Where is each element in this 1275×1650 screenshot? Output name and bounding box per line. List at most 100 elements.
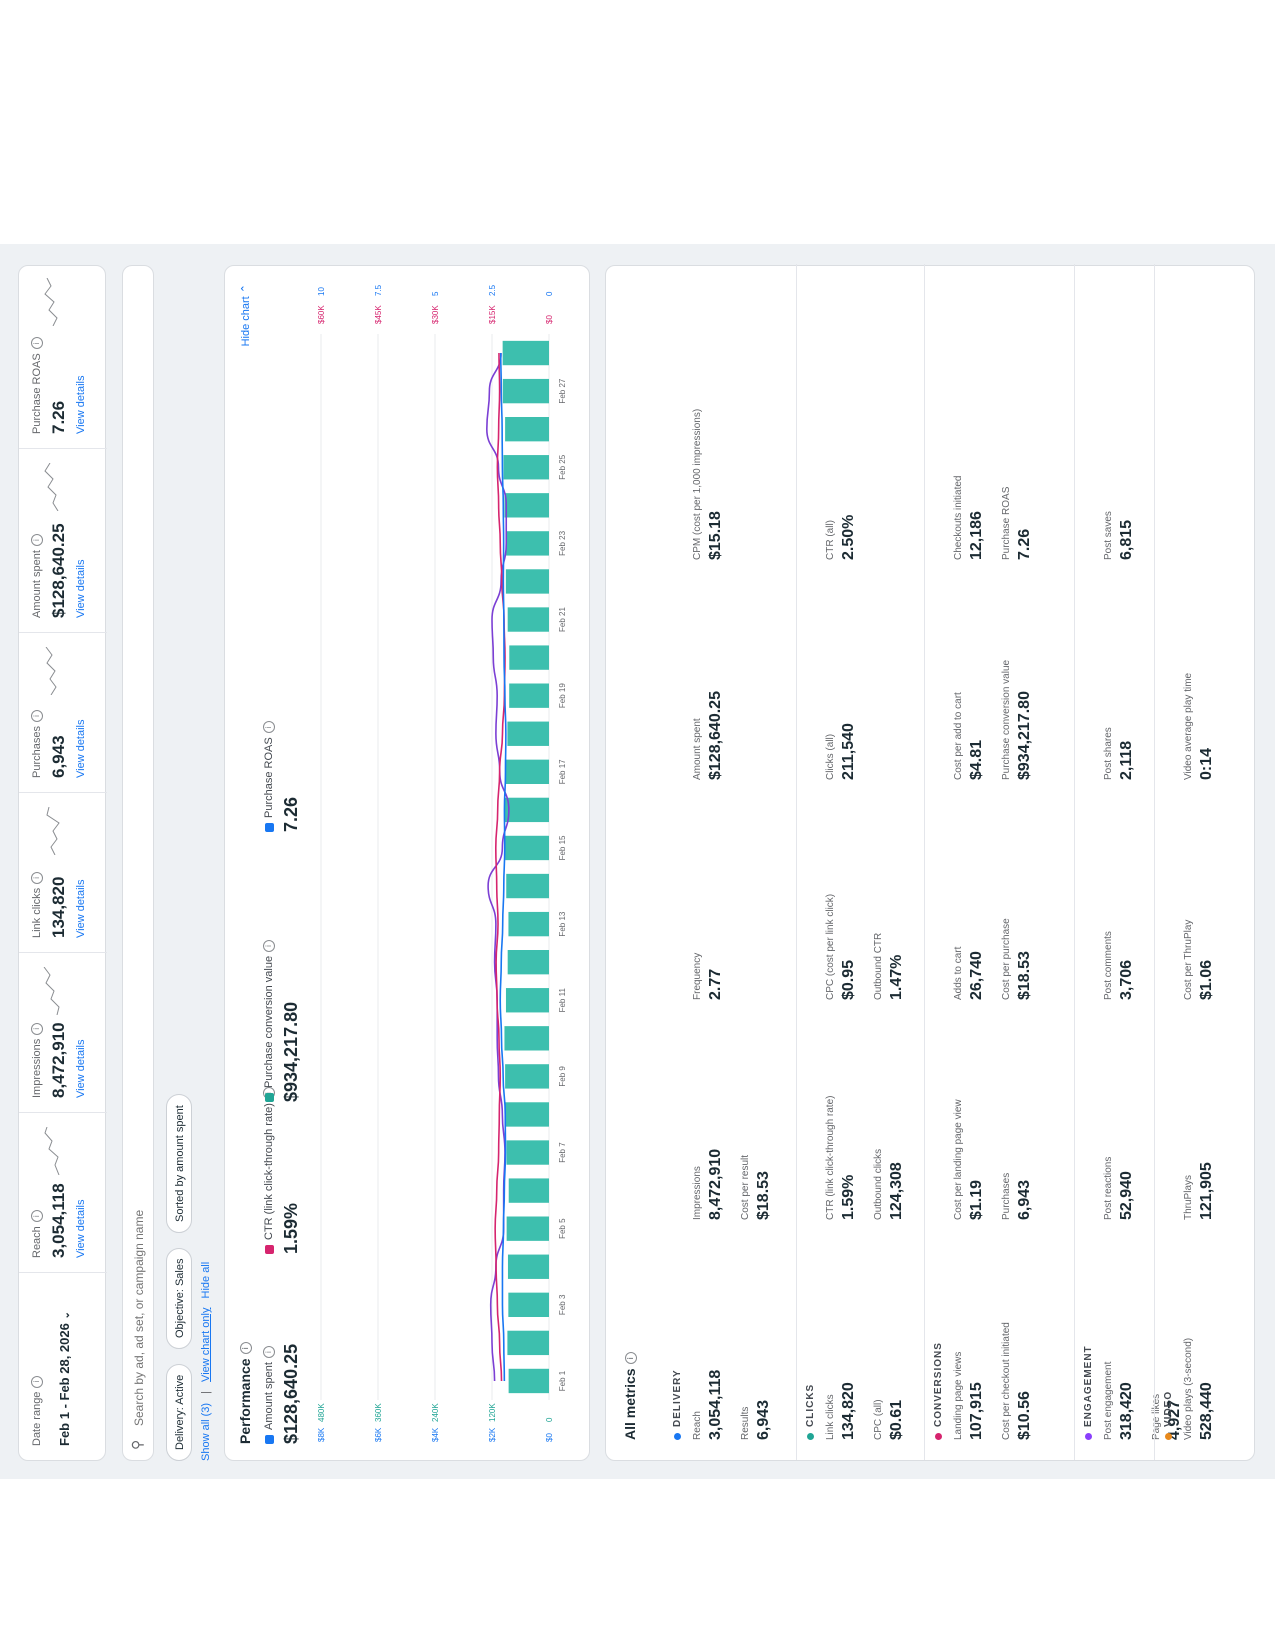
metric-value: $1.19: [968, 1179, 985, 1220]
section-heading: VIDEO: [1163, 1391, 1174, 1440]
metric-value: $10.56: [1016, 1391, 1033, 1440]
date-range-picker[interactable]: Date range i Feb 1 - Feb 28, 2026 ⌄: [19, 1272, 107, 1460]
metric-label: Video plays (3-second): [1183, 1337, 1194, 1440]
y-tick-label-left-outer: $6K: [374, 1427, 383, 1442]
series-line-roas: [499, 353, 507, 1381]
y-tick-label-right-outer: 2.5: [488, 284, 497, 296]
kpi-impressions[interactable]: Impressionsi 8,472,910 View details: [19, 952, 107, 1112]
filter-chip-delivery[interactable]: Delivery: Active: [166, 1363, 192, 1461]
kpi-purchases[interactable]: Purchasesi 6,943 View details: [19, 632, 107, 792]
metric-value: $934,217.80: [1016, 691, 1033, 780]
metric-label: CPM (cost per 1,000 impressions): [692, 408, 703, 560]
x-tick-label: Feb 7: [558, 1142, 567, 1163]
metric-label: Post reactions: [1103, 1156, 1114, 1220]
info-icon: i: [31, 710, 44, 723]
x-tick-label: Feb 1: [558, 1370, 567, 1391]
view-details-link[interactable]: View details: [75, 375, 88, 435]
metric-value: $128,640.25: [707, 691, 724, 780]
metric-value: 12,186: [968, 511, 985, 560]
metric-item: Video average play time 0:14: [1183, 540, 1216, 780]
metric-label: Results: [740, 1406, 751, 1440]
filter-chip-objective[interactable]: Objective: Sales: [166, 1247, 192, 1349]
kpi-amount-spent[interactable]: Amount spenti $128,640.25 View details: [19, 448, 107, 632]
hide-all-link[interactable]: Hide all: [200, 1261, 212, 1299]
series-line-ctr: [494, 353, 506, 1381]
view-details-link[interactable]: View details: [75, 559, 88, 619]
metric-value: 3,054,118: [707, 1369, 724, 1440]
metric-value: 1.59%: [840, 1174, 857, 1220]
metric-value: 7.26: [1016, 528, 1033, 560]
metric-item: Clicks (all) 211,540: [825, 540, 858, 780]
metric-value: 2,118: [1118, 740, 1135, 780]
view-details-link[interactable]: View details: [75, 879, 88, 939]
metric-item: CPC (cost per link click) $0.95: [825, 760, 858, 1000]
bar: [506, 873, 549, 899]
info-icon: i: [31, 1022, 44, 1035]
kpi-reach[interactable]: Reachi 3,054,118 View details: [19, 1112, 107, 1272]
search-input[interactable]: [128, 284, 150, 1428]
metric-value: 121,905: [1198, 1162, 1215, 1220]
metric-label: CTR (link click-through rate): [825, 1095, 836, 1220]
metric-value: 26,740: [968, 951, 985, 1000]
search-bar[interactable]: ⚲: [122, 265, 154, 1461]
x-tick-label: Feb 27: [558, 378, 567, 403]
metric-label: Purchase ROAS: [1001, 486, 1012, 560]
metric-value: 211,540: [840, 723, 857, 780]
x-tick-label: Feb 13: [558, 911, 567, 936]
metric-label: ThruPlays: [1183, 1174, 1194, 1220]
view-details-link[interactable]: View details: [75, 719, 88, 779]
metric-label: Post shares: [1103, 727, 1114, 780]
metric-label: Checkouts initiated: [953, 475, 964, 561]
show-all-link[interactable]: Show all (3): [200, 1402, 212, 1461]
metrics-section-engagement: ENGAGEMENT Post engagement 318,420 Post rea…: [1074, 264, 1183, 1460]
bar: [508, 1178, 549, 1203]
y-tick-label-right-outer: 0: [545, 291, 554, 296]
date-range-value: Feb 1 - Feb 28, 2026: [57, 1323, 73, 1446]
info-icon: i: [31, 871, 44, 884]
y-tick-label-right-outer: 7.5: [374, 284, 383, 296]
metric-label: Impressions: [692, 1166, 703, 1220]
bar: [508, 911, 549, 937]
x-tick-label: Feb 17: [558, 759, 567, 784]
bar: [508, 1292, 549, 1318]
x-tick-label: Feb 5: [558, 1218, 567, 1239]
metric-item: Amount spent $128,640.25: [692, 540, 725, 780]
x-tick-label: Feb 9: [558, 1066, 567, 1087]
metric-item: Outbound clicks 124,308: [873, 980, 906, 1220]
view-details-link[interactable]: View details: [75, 1039, 88, 1099]
bar: [502, 340, 550, 366]
sparkline-icon: [44, 278, 58, 326]
bar: [507, 1254, 549, 1279]
metric-item: Cost per purchase $18.53: [1001, 760, 1034, 1000]
section-heading-text: ENGAGEMENT: [1083, 1345, 1094, 1427]
info-icon: i: [31, 1375, 44, 1388]
section-dot-icon: [1084, 1433, 1092, 1440]
kpi-purchase-roas[interactable]: Purchase ROASi 7.26 View details: [19, 264, 107, 448]
metric-value: 6,943: [755, 1399, 772, 1440]
view-details-link[interactable]: View details: [75, 1199, 88, 1259]
sort-chip[interactable]: Sorted by amount spent: [166, 1094, 192, 1233]
metric-label: Post saves: [1103, 511, 1114, 560]
metric-value: 6,943: [1016, 1179, 1033, 1220]
metric-value: $0.61: [888, 1399, 905, 1440]
y-tick-label-left-outer: $8K: [317, 1427, 326, 1442]
view-chart-only-link[interactable]: View chart only: [200, 1307, 212, 1382]
bar: [509, 645, 550, 670]
bar: [504, 759, 550, 785]
metric-item: Checkouts initiated 12,186: [953, 320, 986, 561]
metric-label: Cost per add to cart: [953, 692, 964, 780]
y-tick-label-left-outer: $0: [545, 1433, 554, 1442]
section-heading: CLICKS: [805, 1384, 816, 1440]
sparkline-icon: [44, 1127, 60, 1175]
bar: [504, 1026, 550, 1051]
metric-value: 318,420: [1118, 1382, 1135, 1440]
y-tick-label-left-inner: 480K: [317, 1403, 326, 1422]
section-heading-text: CONVERSIONS: [933, 1342, 944, 1427]
metric-item: Impressions 8,472,910: [692, 980, 725, 1220]
metrics-section-video: VIDEO Video plays (3-second) 528,440 ThruPl…: [1154, 264, 1244, 1460]
x-tick-label: Feb 3: [558, 1294, 567, 1315]
all-metrics-title-text: All metrics: [622, 1368, 638, 1440]
x-tick-label: Feb 19: [558, 683, 567, 708]
metric-value: 3,706: [1118, 959, 1135, 1000]
kpi-link-clicks[interactable]: Link clicksi 134,820 View details: [19, 792, 107, 952]
